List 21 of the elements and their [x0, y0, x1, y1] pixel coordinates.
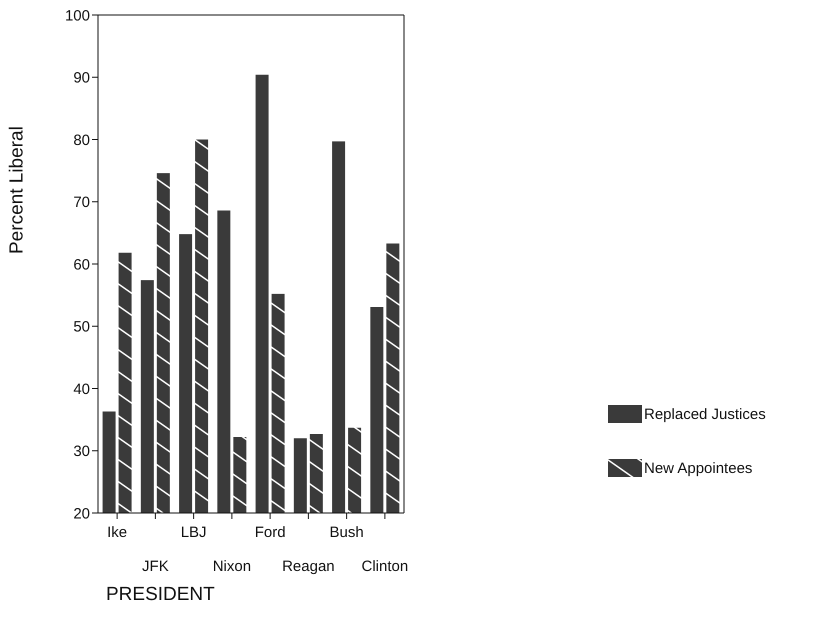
x-tick-label: LBJ	[180, 524, 207, 541]
legend-label: New Appointees	[644, 460, 752, 476]
y-tick-label: 70	[73, 194, 90, 212]
y-tick-label: 100	[64, 7, 90, 24]
x-tick-label: JFK	[142, 558, 169, 575]
legend-label: Replaced Justices	[644, 406, 766, 422]
y-tick-label: 80	[73, 132, 90, 149]
x-tick-label: Nixon	[212, 558, 252, 575]
x-tick-label: Ford	[254, 524, 286, 541]
x-tick-label: Reagan	[282, 558, 335, 575]
y-tick-label: 20	[73, 505, 90, 522]
y-tick-label: 50	[73, 318, 90, 336]
y-tick-label: 40	[73, 380, 90, 398]
y-tick-label: 90	[73, 70, 90, 87]
x-tick-label: Clinton	[362, 558, 408, 575]
x-axis-title: PRESIDENT	[106, 584, 216, 605]
x-tick-label: Bush	[330, 524, 364, 541]
y-tick-label: 60	[73, 256, 90, 274]
y-axis-title: Percent Liberal	[6, 126, 28, 254]
x-tick-label: Ike	[107, 524, 128, 541]
y-tick-label: 30	[73, 443, 90, 460]
